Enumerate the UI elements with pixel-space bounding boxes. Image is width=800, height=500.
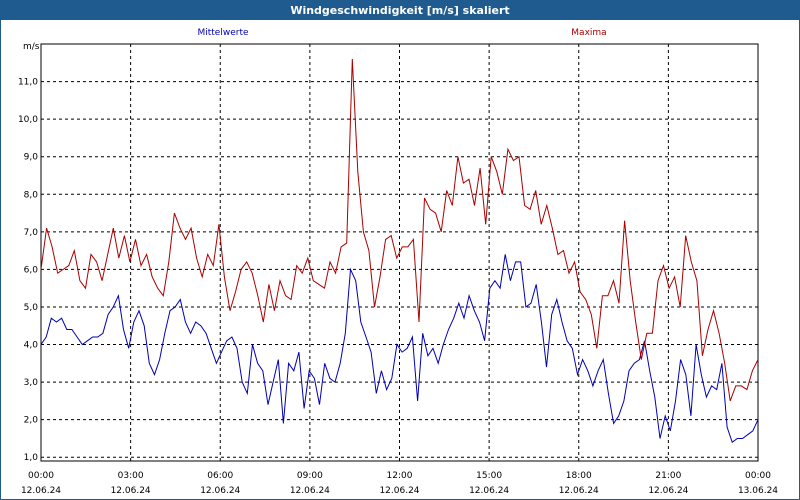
x-tick-time: 12:00 (387, 471, 413, 481)
y-tick-label: 11,0 (18, 78, 38, 88)
y-axis-label: m/s (23, 42, 40, 52)
x-tick-time: 15:00 (476, 471, 502, 481)
plot-area (40, 43, 759, 462)
chart-title: Windgeschwindigkeit [m/s] skaliert (1, 1, 799, 20)
y-tick-label: 9,0 (24, 153, 39, 163)
x-tick-date: 12.06.24 (648, 486, 688, 496)
x-tick-date: 12.06.24 (559, 486, 599, 496)
x-tick-time: 06:00 (207, 471, 233, 481)
x-tick-date: 12.06.24 (200, 486, 240, 496)
x-tick-date: 12.06.24 (379, 486, 419, 496)
x-tick-time: 09:00 (297, 471, 323, 481)
y-tick-label: 3,0 (24, 378, 39, 388)
y-tick-label: 2,0 (24, 416, 39, 426)
y-tick-label: 6,0 (24, 265, 39, 275)
x-tick-time: 18:00 (566, 471, 592, 481)
x-tick-time: 21:00 (655, 471, 681, 481)
series-lines (40, 58, 759, 443)
y-tick-label: 10,0 (18, 115, 38, 125)
series-line-mittelwerte (40, 254, 759, 443)
legend-mittelwerte: Mittelwerte (197, 28, 248, 38)
y-tick-label: 1,0 (24, 453, 39, 463)
x-tick-time: 00:00 (745, 471, 771, 481)
x-tick-date: 12.06.24 (21, 486, 61, 496)
y-tick-label: 4,0 (24, 341, 39, 351)
y-tick-label: 5,0 (24, 303, 39, 313)
legend-maxima: Maxima (571, 28, 606, 38)
y-axis: 1,0 2,0 3,0 4,0 5,0 6,0 7,0 8,0 9,0 10,0 11,0 (18, 78, 38, 464)
x-tick-time: 00:00 (28, 471, 54, 481)
x-tick-date: 12.06.24 (469, 486, 509, 496)
x-tick-time: 03:00 (118, 471, 144, 481)
series-line-maxima (40, 58, 759, 402)
y-tick-label: 7,0 (24, 228, 39, 238)
y-tick-label: 8,0 (24, 190, 39, 200)
x-tick-date: 12.06.24 (111, 486, 151, 496)
x-tick-date: 12.06.24 (290, 486, 330, 496)
x-tick-date: 13.06.24 (738, 486, 778, 496)
x-axis: 00:00 12.06.24 03:00 12.06.24 06:00 12.06.24 0… (21, 471, 778, 496)
